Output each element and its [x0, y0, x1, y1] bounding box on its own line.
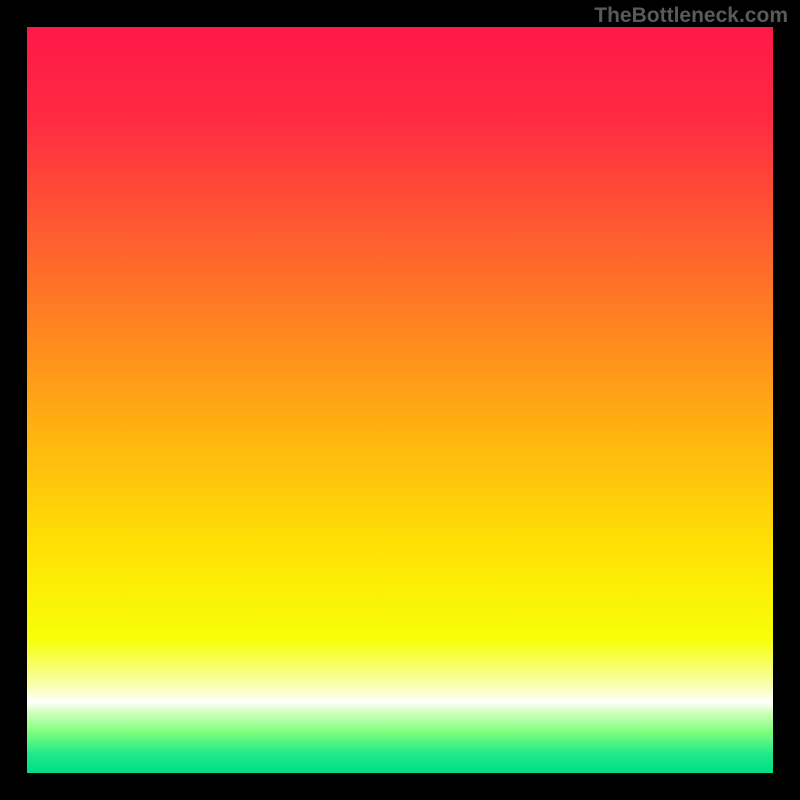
chart-container: TheBottleneck.com	[0, 0, 800, 800]
watermark-text: TheBottleneck.com	[594, 4, 788, 28]
curve-layer	[27, 27, 773, 773]
plot-area	[27, 27, 773, 773]
